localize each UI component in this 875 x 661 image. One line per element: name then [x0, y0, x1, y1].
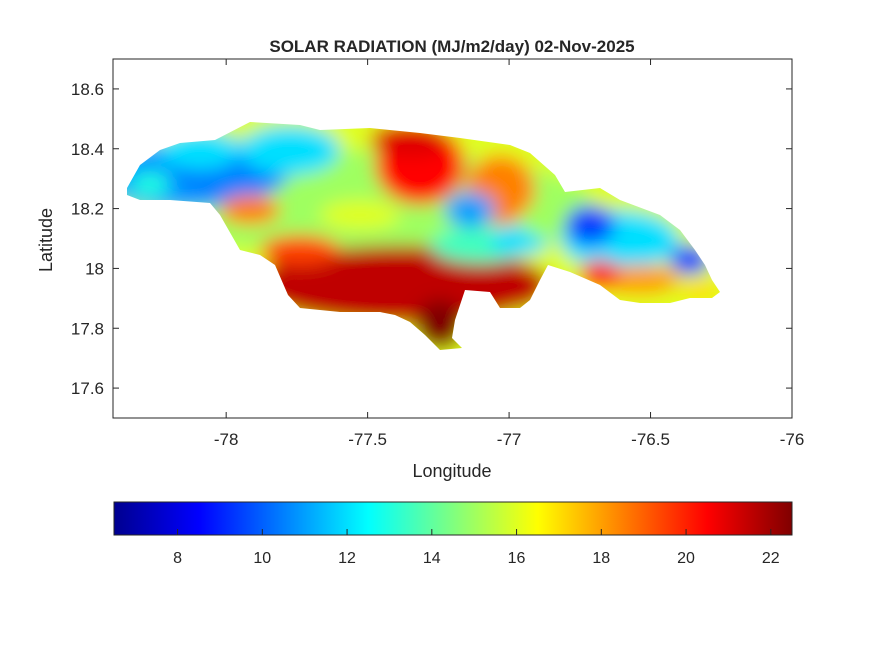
x-tick-label: -78 [214, 430, 239, 449]
colorbar-tick-label: 18 [592, 550, 610, 567]
colorbar-tick-label: 22 [762, 550, 780, 567]
colorbar-tick-label: 14 [423, 550, 441, 567]
y-tick-label: 18.6 [71, 80, 104, 99]
field-region [260, 250, 400, 310]
field-region [485, 270, 545, 310]
colorbar-tick-label: 10 [253, 550, 271, 567]
field-region [130, 173, 170, 197]
y-tick-label: 18.4 [71, 140, 104, 159]
field-region [680, 280, 720, 300]
x-axis-label: Longitude [412, 461, 491, 481]
y-tick-label: 17.8 [71, 319, 104, 338]
field-region [240, 125, 340, 175]
y-tick-label: 18.2 [71, 200, 104, 219]
field-region [600, 265, 680, 295]
y-tick-label: 18 [85, 259, 104, 278]
field-region [320, 200, 400, 230]
field-region [565, 205, 615, 245]
y-tick-label: 17.6 [71, 379, 104, 398]
colorbar-tick-label: 20 [677, 550, 695, 567]
field-region [445, 192, 495, 228]
field-region [220, 195, 280, 225]
x-tick-label: -77.5 [348, 430, 387, 449]
x-tick-label: -76.5 [631, 430, 670, 449]
chart-title: SOLAR RADIATION (MJ/m2/day) 02-Nov-2025 [269, 37, 634, 56]
field-region [260, 235, 340, 265]
colorbar-tick-label: 8 [173, 550, 182, 567]
colorbar-tick-label: 12 [338, 550, 356, 567]
colorbar-tick-label: 16 [508, 550, 526, 567]
colorbar [113, 501, 793, 536]
y-axis-label: Latitude [36, 208, 56, 272]
x-tick-label: -77 [497, 430, 522, 449]
x-tick-label: -76 [780, 430, 805, 449]
